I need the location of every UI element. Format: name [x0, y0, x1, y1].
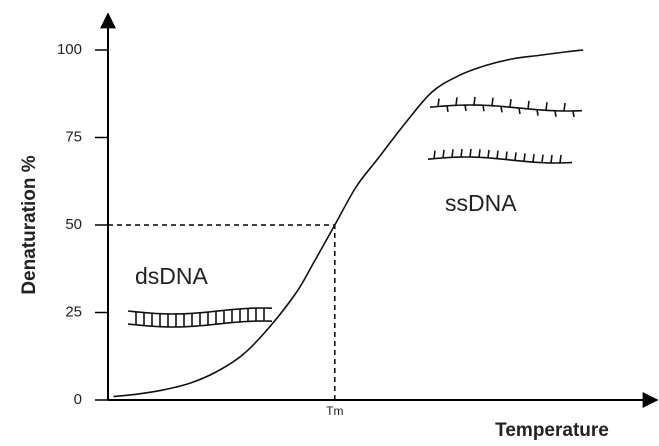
- base: [505, 151, 508, 160]
- x-tick-label: Tm: [326, 404, 343, 418]
- base: [482, 105, 485, 112]
- curve: [113, 49, 584, 398]
- base: [437, 98, 440, 107]
- base: [478, 149, 481, 158]
- base: [532, 154, 535, 163]
- base: [464, 104, 467, 112]
- base: [433, 150, 436, 159]
- base: [523, 153, 526, 162]
- base: [545, 102, 548, 111]
- base: [514, 152, 517, 161]
- base: [518, 107, 521, 115]
- y-tick-label: 25: [65, 303, 82, 320]
- base: [509, 99, 512, 108]
- base: [536, 109, 539, 116]
- annotation: dsDNA: [135, 263, 209, 289]
- base: [563, 102, 566, 112]
- strand: [429, 104, 583, 112]
- base: [550, 154, 553, 164]
- base: [554, 110, 557, 117]
- base: [527, 100, 530, 109]
- base: [460, 148, 463, 158]
- base: [572, 110, 575, 118]
- annotation: ssDNA: [445, 190, 517, 216]
- base: [541, 154, 544, 163]
- y-axis-label: Denaturation %: [19, 155, 40, 294]
- base: [469, 148, 472, 158]
- base: [500, 106, 503, 113]
- base: [496, 150, 499, 159]
- y-tick-label: 50: [65, 216, 82, 233]
- y-tick-label: 100: [57, 41, 82, 58]
- base: [473, 96, 476, 106]
- y-tick-label: 0: [74, 391, 82, 408]
- base: [455, 97, 458, 106]
- base: [491, 97, 494, 106]
- x-axis-label: Temperature: [495, 420, 609, 441]
- base: [559, 154, 562, 164]
- base: [446, 105, 449, 112]
- base: [451, 149, 454, 158]
- base: [442, 149, 445, 158]
- y-tick-label: 75: [65, 128, 82, 145]
- base: [487, 149, 490, 158]
- dna-drawings: [127, 96, 583, 328]
- strand: [427, 156, 573, 164]
